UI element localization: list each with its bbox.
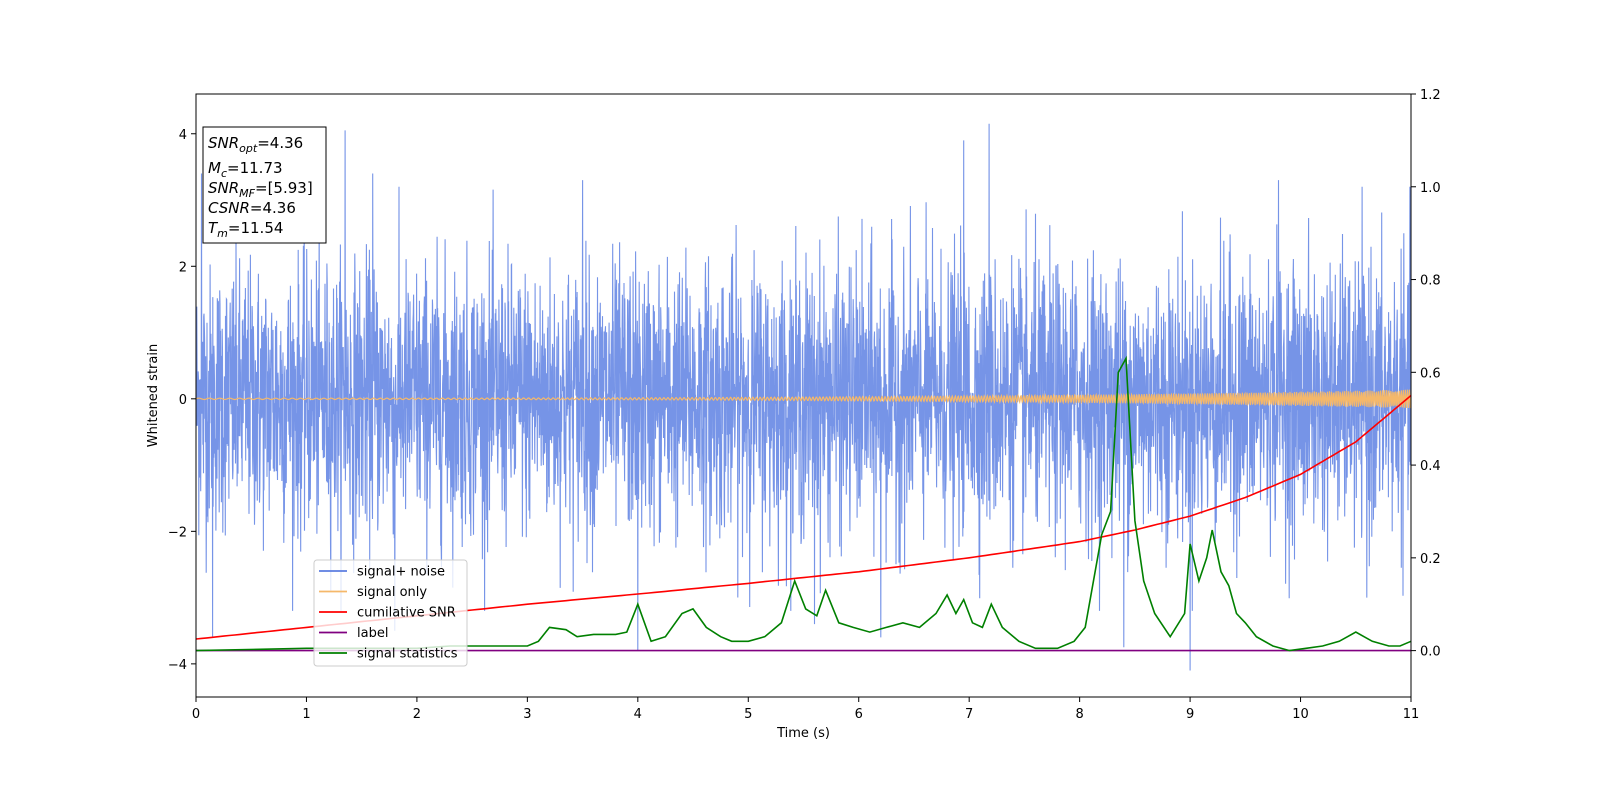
info-snr-opt-value: =4.36 bbox=[257, 134, 303, 152]
info-mc-value: =11.73 bbox=[227, 159, 283, 177]
info-snr-opt-base: SNR bbox=[208, 134, 239, 152]
info-snr-mf-value: =[5.93] bbox=[255, 179, 313, 197]
info-tm-value: =11.54 bbox=[228, 219, 284, 237]
legend-label: signal+ noise bbox=[357, 565, 445, 580]
signal-statistics-line bbox=[196, 355, 1411, 652]
x-tick-label: 9 bbox=[1186, 707, 1194, 722]
y-right-tick-label: 1.2 bbox=[1420, 88, 1441, 103]
info-mc: Mc=11.73 bbox=[208, 159, 283, 180]
x-tick-label: 5 bbox=[744, 707, 752, 722]
info-box-frame bbox=[202, 126, 327, 244]
y-left-tick-label: 2 bbox=[179, 260, 187, 275]
x-axis-label: Time (s) bbox=[776, 726, 830, 741]
info-snr-mf-base: SNR bbox=[208, 179, 239, 197]
x-tick-label: 3 bbox=[523, 707, 531, 722]
x-tick-label: 10 bbox=[1292, 707, 1309, 722]
x-tick-label: 8 bbox=[1075, 707, 1083, 722]
legend-label: signal statistics bbox=[357, 647, 458, 662]
x-tick-label: 1 bbox=[302, 707, 310, 722]
info-snr-mf-sub: MF bbox=[239, 187, 255, 200]
x-tick-label: 11 bbox=[1403, 707, 1420, 722]
series-signal-noise bbox=[196, 123, 1411, 671]
x-tick-label: 6 bbox=[855, 707, 863, 722]
legend-label: label bbox=[357, 626, 388, 641]
legend-label: cumilative SNR bbox=[357, 606, 456, 621]
y-right-tick-label: 0.6 bbox=[1420, 366, 1441, 381]
x-tick-label: 0 bbox=[192, 707, 200, 722]
x-tick-label: 7 bbox=[965, 707, 973, 722]
info-csnr: CSNR=4.36 bbox=[208, 199, 296, 217]
plot-frame bbox=[195, 93, 1412, 698]
info-box: SNRopt=4.36 Mc=11.73 SNRMF=[5.93] CSNR=4… bbox=[202, 126, 327, 244]
legend-label: signal only bbox=[357, 585, 427, 600]
info-snr-mf: SNRMF=[5.93] bbox=[208, 179, 313, 200]
x-tick-label: 4 bbox=[634, 707, 642, 722]
y-right-tick-label: 0.4 bbox=[1420, 459, 1441, 474]
info-csnr-value: =4.36 bbox=[250, 199, 296, 217]
y-right-tick-label: 0.8 bbox=[1420, 274, 1441, 289]
info-tm: Tm=11.54 bbox=[208, 219, 283, 240]
signal-only-line bbox=[196, 389, 1411, 409]
info-mc-sub: c bbox=[221, 167, 227, 180]
info-tm-sub: m bbox=[217, 227, 228, 240]
y-left-tick-label: 4 bbox=[179, 128, 187, 143]
y-axis-label: Whitened strain bbox=[146, 344, 161, 447]
y-left-tick-label: 0 bbox=[179, 393, 187, 408]
y-left-tick-label: −2 bbox=[168, 525, 187, 540]
series-signal-only bbox=[196, 389, 1411, 409]
y-right-tick-label: 0.0 bbox=[1420, 645, 1441, 660]
info-csnr-base: CSNR bbox=[208, 199, 250, 217]
axes: 0 1 2 3 4 5 6 7 8 9 10 11 4 2 0 −2 −4 1.2 1.0 0.8 0.6 0.4 0.2 0… bbox=[168, 88, 1441, 722]
y-right-tick-label: 1.0 bbox=[1420, 181, 1441, 196]
info-snr-opt: SNRopt=4.36 bbox=[208, 134, 303, 155]
info-mc-base: M bbox=[208, 159, 221, 177]
info-snr-opt-sub: opt bbox=[239, 142, 258, 155]
y-right-tick-label: 0.2 bbox=[1420, 552, 1441, 567]
legend: signal+ noise signal only cumilative SNR la… bbox=[313, 559, 468, 667]
legend-frame bbox=[313, 559, 468, 667]
y-left-tick-label: −4 bbox=[168, 658, 187, 673]
x-tick-label: 2 bbox=[413, 707, 421, 722]
signal-noise-line bbox=[196, 123, 1411, 671]
info-tm-base: T bbox=[208, 219, 219, 237]
